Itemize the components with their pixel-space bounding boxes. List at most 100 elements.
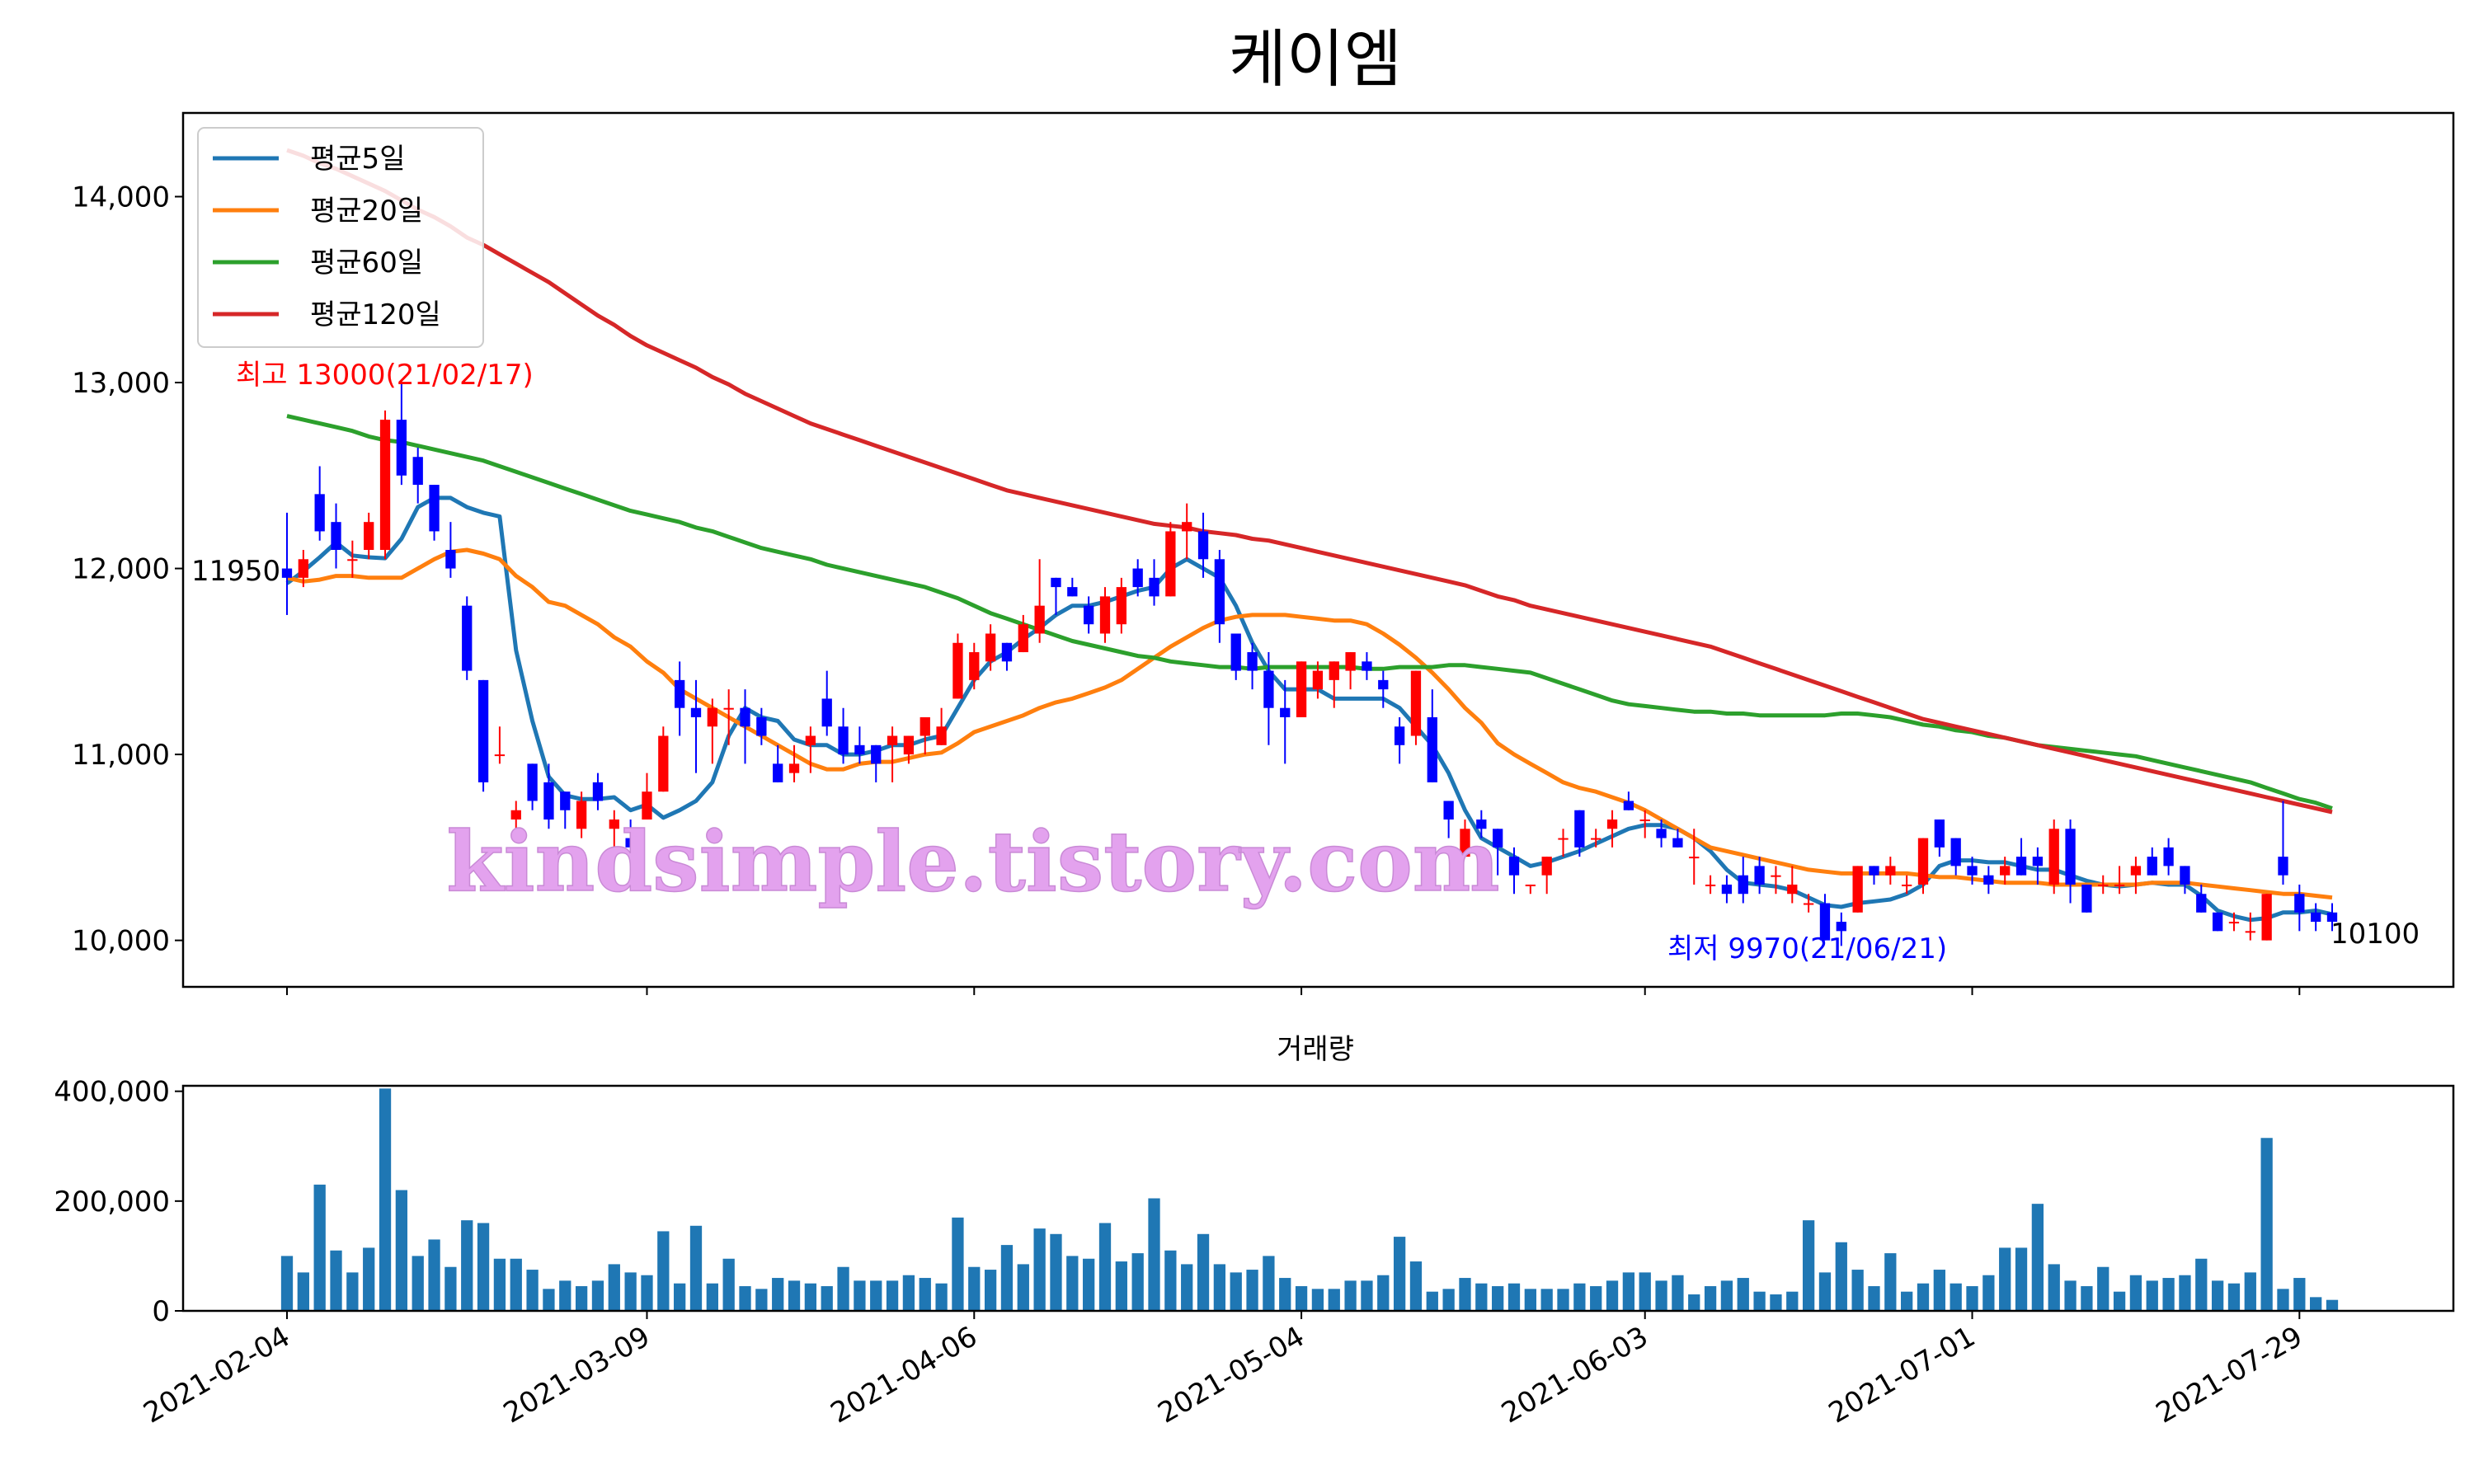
candle [1132,559,1143,597]
volume-bar [1835,1242,1847,1311]
candle [1902,875,1912,895]
volume-bar [739,1286,751,1311]
volume-bar [935,1283,948,1311]
candle [2311,903,2321,932]
legend-label-ma20: 평균20일 [310,195,423,228]
volume-bar [1868,1286,1880,1311]
candle [379,410,391,560]
volume-bar [395,1190,408,1311]
volume-bar [1590,1286,1602,1311]
candle-body [1263,670,1274,708]
candle [805,726,816,773]
volume-bar [870,1280,882,1311]
volume-bar [1442,1289,1455,1311]
candle [2294,884,2305,932]
volume-bar [1606,1280,1619,1311]
candle [1705,875,1716,895]
candle [1819,894,1831,941]
volume-bar [1753,1291,1766,1311]
volume-bar [428,1239,440,1311]
volume-bar [1999,1247,2011,1311]
volume-bars [280,1088,2339,1311]
volume-bar [2326,1299,2339,1311]
candle-body [412,457,423,486]
price-y-tick-label: 10,000 [72,925,170,958]
candle-body [952,642,963,699]
volume-bar [1786,1291,1799,1311]
volume-bar [543,1289,555,1311]
volume-bar [2211,1280,2224,1311]
candle-body [658,735,669,792]
candle [412,447,423,504]
candle-body [887,735,898,745]
volume-bar [821,1286,833,1311]
volume-bar [2244,1272,2256,1311]
candle-body [969,652,980,680]
volume-bar [1000,1245,1014,1311]
candle-body [1902,884,1912,886]
candle-body [1623,801,1634,810]
candle-body [985,633,996,662]
volume-bar [804,1283,817,1311]
candle [1656,819,1667,848]
candle-body [364,522,374,550]
candle [1639,810,1650,838]
candle [2130,857,2142,895]
volume-y-tick-label: 200,000 [54,1186,170,1219]
candle-body [1656,829,1667,838]
candle [2196,884,2207,913]
price-y-tick-label: 13,000 [72,367,170,400]
volume-bar [330,1250,342,1311]
volume-bar [1737,1278,1749,1311]
candle [1280,679,1291,764]
price-y-tick-label: 14,000 [72,181,170,214]
watermark: kindsimple.tistory.com [446,813,1499,910]
candle [510,801,521,838]
candle-body [1836,922,1846,932]
volume-bar [1639,1272,1651,1311]
candle [1443,801,1454,838]
volume-y-tick-label: 400,000 [54,1076,170,1109]
candle [854,726,865,764]
candle-body [1689,857,1700,859]
volume-bar [706,1283,718,1311]
candle-body [2311,912,2321,923]
candle-body [1214,559,1225,625]
volume-bar [2179,1275,2191,1311]
candle-body [1819,903,1831,941]
volume-bar [2310,1297,2322,1311]
price-axes-frame [181,111,2455,989]
volume-bar [2064,1280,2077,1311]
volume-bar [2113,1291,2126,1311]
candle-body [1149,577,1159,597]
candle [298,550,308,588]
candle-body [920,716,930,736]
volume-bar [2097,1266,2109,1311]
candle-body [2180,866,2190,885]
candle [1410,670,1422,745]
candle-body [1084,605,1094,625]
candle-body [1197,531,1209,560]
volume-bar [559,1280,571,1311]
candle [690,679,702,773]
candle-body [1230,633,1241,671]
volume-bar [1164,1250,1177,1311]
candle-body [2098,884,2109,886]
candle [2180,866,2190,895]
candle-body [2278,857,2288,876]
volume-bar [624,1272,637,1311]
candle [2065,819,2076,904]
candle [2147,847,2157,876]
candle-body [510,810,521,820]
volume-bar [984,1270,997,1311]
volume-bar [444,1266,457,1311]
candle [756,707,767,745]
candle-body [1525,884,1536,886]
volume-bar [2129,1275,2142,1311]
price-y-tick-label: 11,000 [72,739,170,772]
volume-bar [854,1280,866,1311]
volume-bar [1524,1289,1536,1311]
candle [1214,550,1225,643]
volume-bar [1050,1233,1062,1311]
candle-body [821,698,832,727]
